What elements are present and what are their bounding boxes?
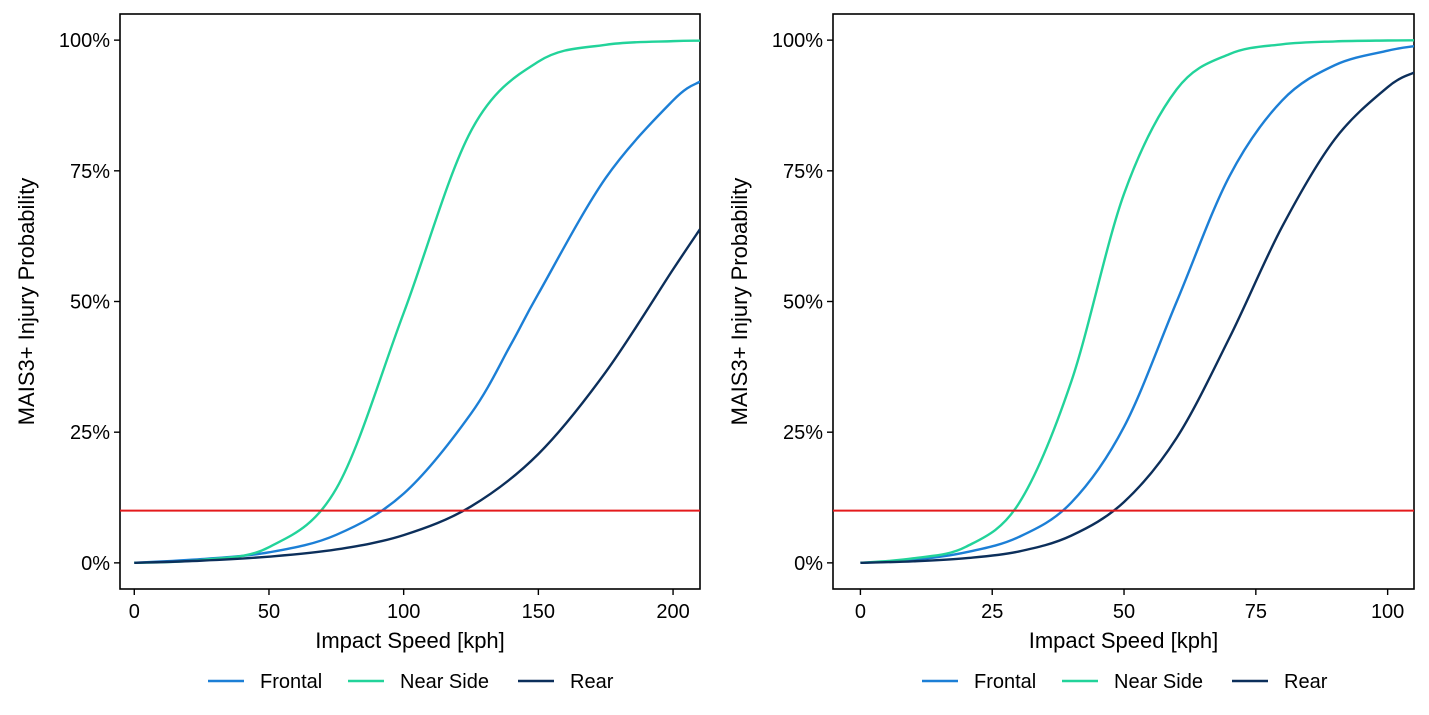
x-tick-label: 75: [1245, 601, 1267, 623]
plot-border: [119, 13, 701, 590]
x-tick-label: 25: [981, 601, 1003, 623]
y-tick-label: 100%: [59, 30, 110, 52]
y-tick-label: 50%: [70, 292, 110, 314]
y-tick-label: 75%: [70, 161, 110, 183]
x-axis-title: Impact Speed [kph]: [315, 628, 505, 653]
left-chart-panel: 0% 25% 50% 75% 100% 0 50 100 150 200 Impact Speed …: [14, 13, 701, 693]
x-tick-label: 200: [656, 601, 689, 623]
legend-label: Rear: [570, 671, 614, 693]
legend-label: Near Side: [1114, 671, 1203, 693]
x-tick-label: 100: [387, 601, 420, 623]
y-tick-label: 50%: [783, 292, 823, 314]
x-tick-label: 50: [1113, 601, 1135, 623]
right-chart-panel: 0% 25% 50% 75% 100% 0 25 50 75 100 Impact Speed [k…: [727, 13, 1415, 693]
x-tick-label: 100: [1371, 601, 1404, 623]
legend-label: Frontal: [260, 671, 322, 693]
series-line-frontal: [134, 80, 700, 565]
x-tick-label: 150: [522, 601, 555, 623]
series-line-frontal: [860, 44, 1414, 565]
y-axis-title: MAIS3+ Injury Probability: [14, 178, 39, 426]
y-tick-label: 25%: [783, 422, 823, 444]
series-line-near-side: [134, 39, 700, 565]
legend-label: Rear: [1284, 671, 1328, 693]
y-tick-label: 100%: [772, 30, 823, 52]
legend-label: Near Side: [400, 671, 489, 693]
x-axis-title: Impact Speed [kph]: [1029, 628, 1219, 653]
x-tick-label: 0: [855, 601, 866, 623]
y-tick-label: 0%: [794, 553, 823, 575]
series-line-rear: [860, 71, 1414, 565]
y-tick-label: 75%: [783, 161, 823, 183]
x-tick-label: 50: [258, 601, 280, 623]
x-tick-label: 0: [129, 601, 140, 623]
legend-label: Frontal: [974, 671, 1036, 693]
series-line-rear: [134, 228, 700, 565]
y-tick-label: 25%: [70, 422, 110, 444]
y-axis-title: MAIS3+ Injury Probability: [727, 178, 752, 426]
series-line-near-side: [860, 39, 1414, 565]
y-tick-label: 0%: [81, 553, 110, 575]
